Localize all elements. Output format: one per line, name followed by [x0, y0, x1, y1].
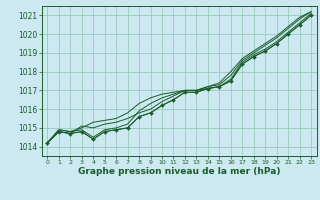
- X-axis label: Graphe pression niveau de la mer (hPa): Graphe pression niveau de la mer (hPa): [78, 167, 280, 176]
